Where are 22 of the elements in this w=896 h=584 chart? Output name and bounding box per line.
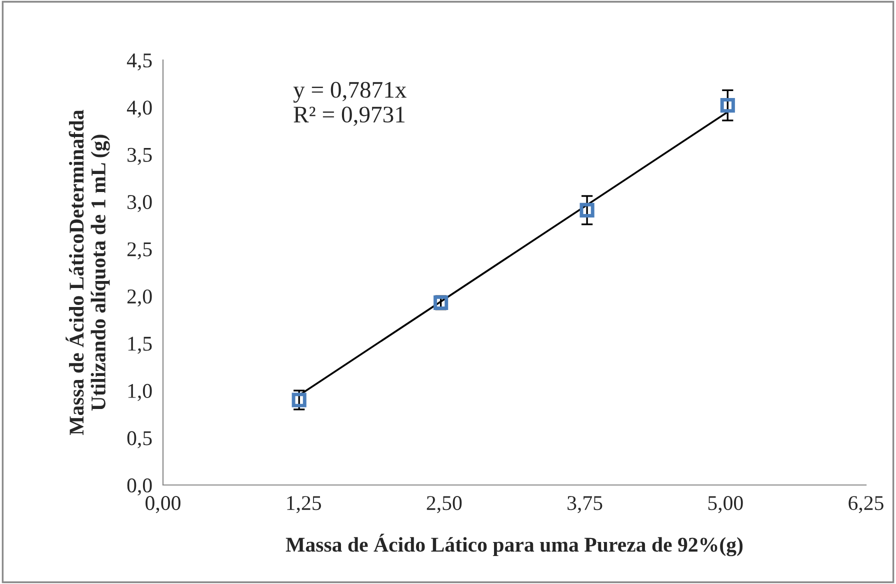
y-tick-label: 4,0 (126, 100, 152, 118)
y-tick-label: 1,0 (128, 384, 152, 401)
y-tick-label: 2,5 (127, 242, 152, 260)
x-tick-label: 6,25 (848, 496, 884, 514)
y-tick-label: 1,5 (128, 336, 152, 354)
x-tick-label: 5,00 (708, 496, 743, 514)
y-axis-title: Massa de Ácido LáticoDeterminafda Utilizando alíquota de 1 mL (g) (66, 110, 110, 436)
point (292, 392, 306, 408)
y-tick-label: 3,0 (128, 195, 152, 212)
y-tick-label: 0,5 (127, 431, 152, 448)
x-axis-title: Massa de Ácido Lático para uma Pureza de 92%(g) (286, 534, 743, 556)
y-tick-label: 4,5 (126, 54, 152, 70)
x-tick-label: 2,50 (426, 496, 462, 514)
point (720, 98, 735, 113)
y-tick-label: 0,0 (127, 478, 152, 496)
annotation: y = 0,7871x R² = 0,9731 (293, 82, 406, 126)
x-tick-label: 1,25 (287, 496, 322, 514)
point (580, 202, 594, 218)
y-tick-label: 2,0 (127, 289, 152, 307)
x-tick-label: 3,75 (568, 496, 602, 514)
y-tick-label: 3,5 (128, 148, 152, 165)
x-tick-label: 0,00 (146, 496, 180, 514)
